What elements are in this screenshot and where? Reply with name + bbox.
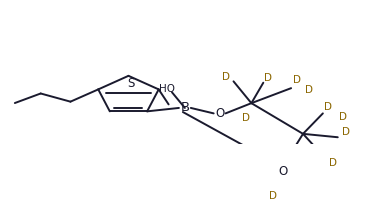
Text: D: D [324, 102, 332, 112]
Text: D: D [242, 113, 251, 123]
Text: D: D [269, 191, 277, 201]
Text: D: D [264, 73, 272, 83]
Text: D: D [329, 158, 337, 168]
Text: B: B [180, 101, 190, 115]
Text: O: O [279, 165, 288, 178]
Text: S: S [127, 77, 134, 90]
Text: HO: HO [159, 84, 175, 94]
Text: D: D [342, 127, 350, 137]
Text: D: D [293, 75, 301, 85]
Text: D: D [305, 84, 313, 94]
Text: D: D [222, 71, 230, 82]
Text: O: O [215, 107, 224, 120]
Text: D: D [339, 112, 347, 122]
